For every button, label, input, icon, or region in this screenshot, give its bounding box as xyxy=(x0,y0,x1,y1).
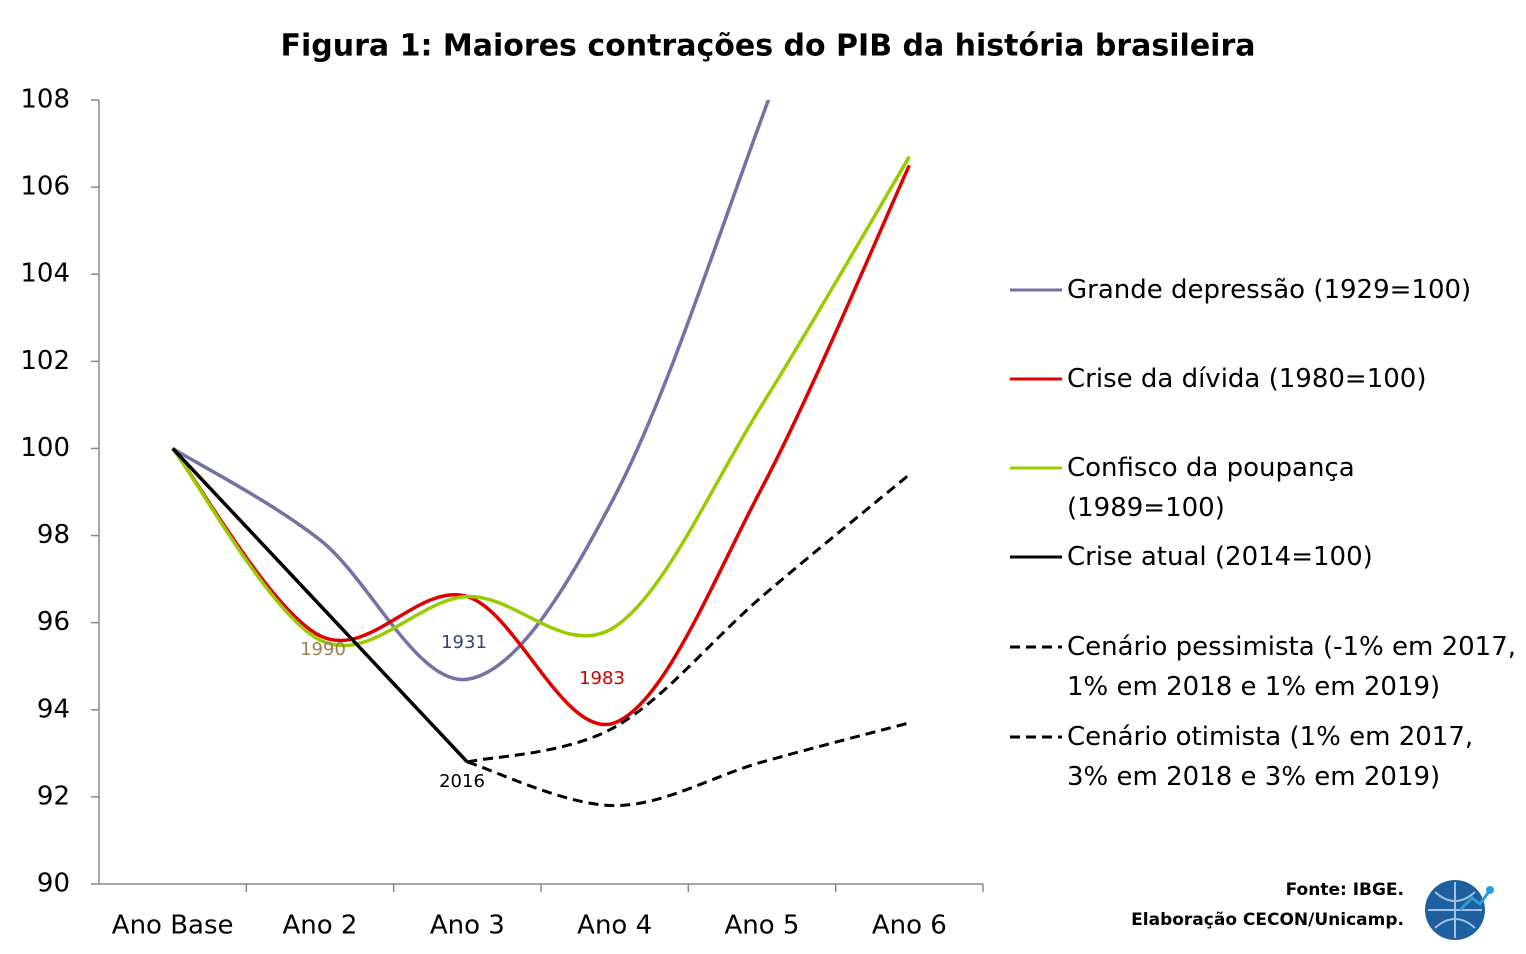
x-tick-label: Ano 5 xyxy=(725,911,800,941)
y-tick-label: 100 xyxy=(20,433,70,463)
series-line xyxy=(171,164,911,727)
y-tick-label: 98 xyxy=(37,520,70,550)
y-tick-label: 92 xyxy=(37,781,70,811)
y-tick-label: 106 xyxy=(20,172,70,202)
annotation: 2016 xyxy=(439,771,485,792)
x-tick-label: Ano 4 xyxy=(577,911,652,941)
x-tick-label: Ano 2 xyxy=(283,911,358,941)
y-tick-label: 102 xyxy=(20,346,70,376)
annotation: 1990 xyxy=(300,639,346,660)
x-tick-label: Ano 6 xyxy=(872,911,947,941)
logo xyxy=(1425,880,1494,940)
source-note: Elaboração CECON/Unicamp. xyxy=(1131,910,1404,930)
legend-label: Confisco da poupança (1989=100) xyxy=(1067,453,1355,523)
y-tick-label: 104 xyxy=(20,259,70,289)
y-tick-label: 90 xyxy=(37,869,70,899)
series-line xyxy=(466,473,911,764)
series-line xyxy=(466,721,910,808)
y-tick-label: 96 xyxy=(37,607,70,637)
legend-label: Grande depressão (1929=100) xyxy=(1067,275,1472,305)
x-tick-label: Ano Base xyxy=(112,911,234,941)
chart-title: Figura 1: Maiores contrações do PIB da h… xyxy=(281,29,1256,64)
plot-lines xyxy=(171,100,911,808)
legend-label: Cenário pessimista (-1% em 2017, 1% em 2… xyxy=(1067,632,1517,702)
legend-label: Crise da dívida (1980=100) xyxy=(1067,364,1427,394)
annotation: 1983 xyxy=(579,668,625,689)
legend-label: Cenário otimista (1% em 2017, 3% em 2018… xyxy=(1067,722,1474,792)
source-note: Fonte: IBGE. xyxy=(1285,880,1404,900)
y-tick-label: 108 xyxy=(20,85,70,115)
annotation: 1931 xyxy=(441,632,487,653)
y-tick-label: 94 xyxy=(37,694,70,724)
legend-label: Crise atual (2014=100) xyxy=(1067,542,1373,572)
series-line xyxy=(171,100,771,682)
series-line xyxy=(171,155,911,648)
x-tick-label: Ano 3 xyxy=(430,911,505,941)
series-line xyxy=(171,447,469,764)
